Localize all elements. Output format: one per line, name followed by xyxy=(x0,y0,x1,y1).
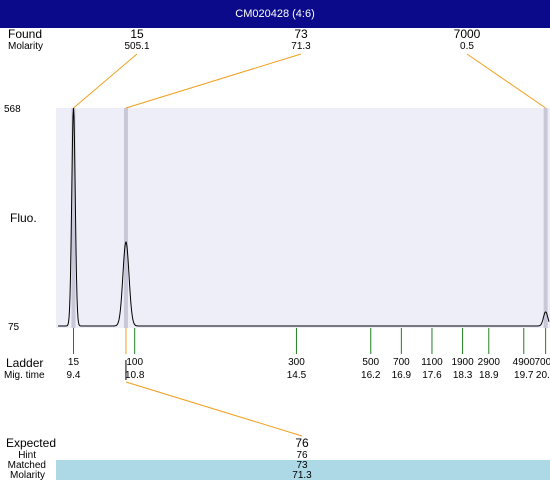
found-leader-line xyxy=(126,54,301,108)
found-leader-line xyxy=(73,54,137,108)
peak-band xyxy=(124,108,128,328)
found-leader-line xyxy=(467,54,546,108)
peak-band xyxy=(544,108,548,328)
expected-leader-line xyxy=(126,382,302,436)
